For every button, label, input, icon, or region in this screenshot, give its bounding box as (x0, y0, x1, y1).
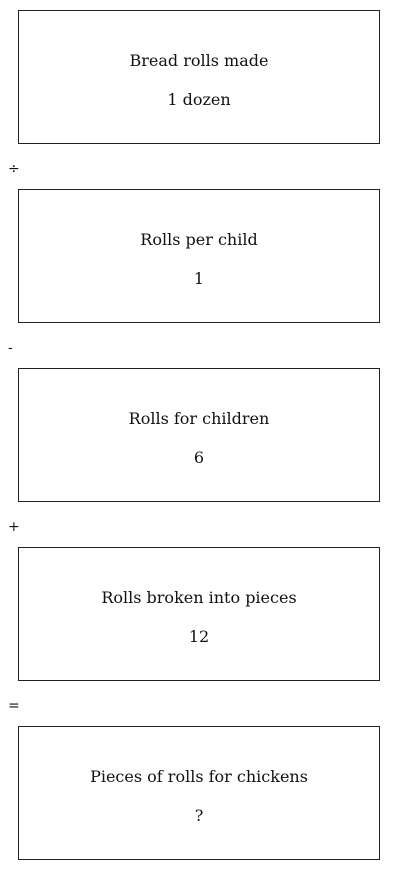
step-label: Pieces of rolls for chickens (90, 767, 308, 786)
step-value: 12 (188, 627, 210, 646)
step-card-rolls-broken-into-pieces: Rolls broken into pieces 12 (18, 547, 380, 681)
step-label: Rolls for children (128, 409, 270, 428)
step-card-pieces-for-chickens: Pieces of rolls for chickens ? (18, 726, 380, 860)
step-card-rolls-for-children: Rolls for children 6 (18, 368, 380, 502)
step-card-rolls-per-child: Rolls per child 1 (18, 189, 380, 323)
step-label: Rolls broken into pieces (101, 588, 297, 607)
step-label: Rolls per child (140, 230, 258, 249)
step-value: 1 dozen (167, 90, 231, 109)
operator-subtract: - (8, 340, 13, 356)
step-value: 1 (193, 269, 205, 288)
operator-add: + (8, 519, 20, 535)
step-value: 6 (193, 448, 205, 467)
step-value: ? (194, 806, 204, 825)
operator-divide: ÷ (8, 161, 20, 177)
step-label: Bread rolls made (129, 51, 269, 70)
operator-equals: = (8, 698, 20, 714)
step-card-bread-rolls-made: Bread rolls made 1 dozen (18, 10, 380, 144)
